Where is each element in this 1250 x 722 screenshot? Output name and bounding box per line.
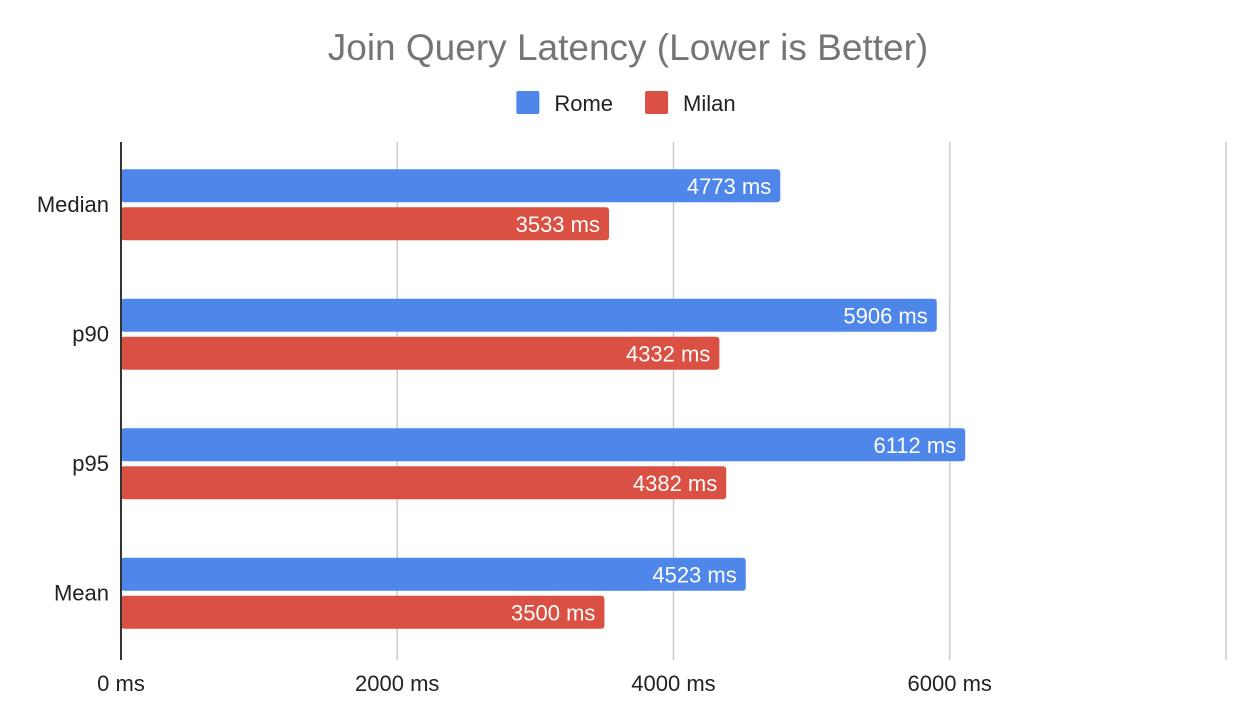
bar-rome-median bbox=[121, 169, 781, 203]
data-label: 4773 ms bbox=[687, 174, 771, 199]
category-label: p90 bbox=[72, 321, 109, 346]
bar-rome-p95 bbox=[121, 428, 966, 462]
data-label: 4382 ms bbox=[633, 471, 717, 496]
category-labels: Median p90 p95 Mean bbox=[37, 192, 109, 606]
data-label: 3533 ms bbox=[516, 212, 600, 237]
x-tick-label: 2000 ms bbox=[355, 671, 439, 696]
data-label: 3500 ms bbox=[511, 600, 595, 625]
bar-milan-p90 bbox=[121, 336, 720, 370]
x-tick-label: 6000 ms bbox=[908, 671, 992, 696]
legend-item: Milan bbox=[645, 91, 736, 116]
bar-milan-p95 bbox=[121, 466, 727, 500]
legend-swatch bbox=[516, 91, 540, 114]
legend-label: Milan bbox=[683, 91, 736, 116]
data-label: 5906 ms bbox=[843, 303, 927, 328]
bar-milan-mean bbox=[121, 595, 605, 629]
category-label: Median bbox=[37, 192, 109, 217]
data-label: 4332 ms bbox=[626, 341, 710, 366]
bar-rome-mean bbox=[121, 557, 746, 591]
chart-title: Join Query Latency (Lower is Better) bbox=[328, 27, 928, 68]
data-label: 4523 ms bbox=[652, 562, 736, 587]
x-tick-label: 4000 ms bbox=[631, 671, 715, 696]
legend-label: Rome bbox=[554, 91, 613, 116]
legend-item: Rome bbox=[516, 91, 613, 116]
category-label: p95 bbox=[72, 451, 109, 476]
legend: Rome Milan bbox=[516, 91, 736, 116]
bar-rome-p90 bbox=[121, 298, 937, 332]
bars: 4773 ms 3533 ms 5906 ms 4332 ms 6112 ms 4382 … bbox=[121, 169, 966, 629]
category-label: Mean bbox=[54, 580, 109, 605]
x-axis-tick-labels: 0 ms 2000 ms 4000 ms 6000 ms bbox=[97, 671, 992, 696]
legend-swatch bbox=[645, 91, 669, 114]
x-tick-label: 0 ms bbox=[97, 671, 145, 696]
bar-milan-median bbox=[121, 207, 609, 241]
data-label: 6112 ms bbox=[873, 433, 956, 458]
